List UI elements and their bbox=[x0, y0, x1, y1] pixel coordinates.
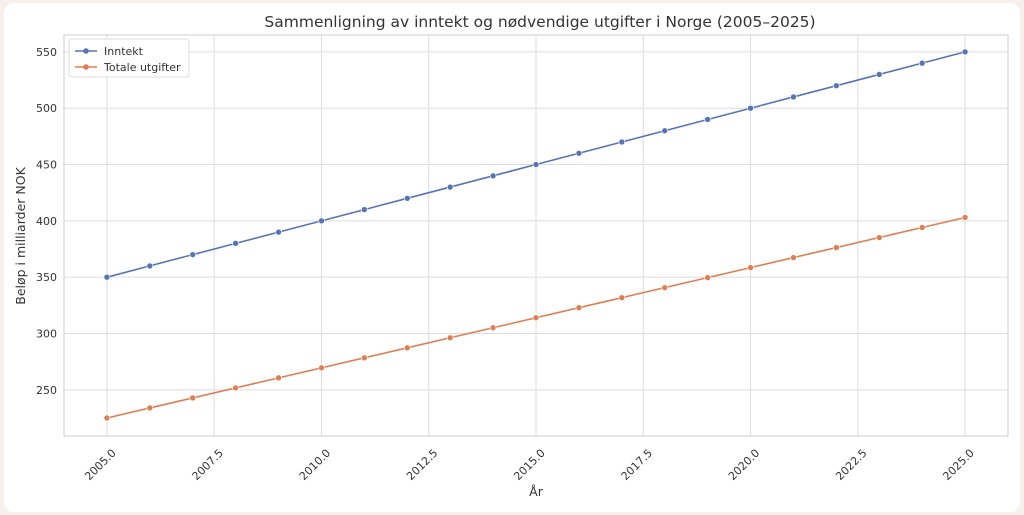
data-point bbox=[618, 138, 626, 146]
data-point bbox=[704, 116, 711, 123]
plot-frame bbox=[63, 34, 1009, 437]
data-point bbox=[361, 206, 368, 213]
legend-marker bbox=[83, 48, 89, 54]
data-point bbox=[918, 59, 926, 67]
y-tick-label: 450 bbox=[36, 159, 57, 172]
data-point bbox=[747, 104, 754, 112]
data-point bbox=[146, 404, 154, 412]
data-point bbox=[103, 414, 111, 422]
data-point bbox=[318, 217, 325, 225]
axis-ticks: 2005.0 2007.5 2010.0 2012.5 2015.0 2017.5 2020… bbox=[36, 46, 977, 483]
legend: Inntekt Totale utgifter bbox=[68, 38, 190, 78]
data-point bbox=[790, 254, 797, 261]
y-tick-label: 250 bbox=[36, 384, 57, 397]
y-axis-label: Beløp i milliarder NOK bbox=[13, 166, 28, 304]
data-point bbox=[189, 394, 197, 402]
chart-title: Sammenligning av inntekt og nødvendige u… bbox=[264, 13, 815, 31]
data-point bbox=[446, 334, 454, 342]
x-tick-label: 2005.0 bbox=[82, 447, 118, 483]
data-point bbox=[146, 262, 154, 270]
data-point bbox=[232, 384, 239, 392]
data-point bbox=[618, 294, 626, 301]
data-point bbox=[446, 183, 454, 191]
y-tick-label: 350 bbox=[36, 271, 57, 284]
x-tick-label: 2020.0 bbox=[726, 447, 762, 483]
data-point bbox=[275, 228, 282, 236]
x-tick-label: 2010.0 bbox=[297, 447, 333, 483]
data-point bbox=[232, 240, 239, 247]
data-point bbox=[275, 374, 282, 382]
grid bbox=[64, 35, 1008, 436]
data-point bbox=[189, 251, 197, 258]
data-point bbox=[403, 344, 411, 352]
data-point bbox=[790, 93, 797, 101]
x-tick-label: 2017.5 bbox=[619, 447, 655, 483]
y-tick-label: 400 bbox=[36, 215, 57, 228]
data-point bbox=[961, 48, 969, 56]
data-point bbox=[961, 214, 969, 221]
data-point bbox=[661, 127, 669, 135]
data-point bbox=[575, 304, 583, 312]
data-point bbox=[532, 314, 540, 322]
y-tick-label: 550 bbox=[36, 46, 57, 59]
data-point bbox=[747, 264, 754, 271]
data-point bbox=[489, 324, 497, 332]
x-axis-label: År bbox=[529, 484, 544, 499]
data-point bbox=[103, 273, 111, 281]
data-point bbox=[875, 71, 883, 78]
data-point bbox=[875, 234, 883, 241]
x-tick-label: 2007.5 bbox=[190, 447, 226, 483]
y-tick-label: 500 bbox=[36, 102, 57, 115]
legend-marker bbox=[83, 64, 89, 70]
series-group bbox=[103, 48, 969, 422]
data-point bbox=[403, 195, 411, 202]
x-tick-label: 2015.0 bbox=[511, 447, 547, 483]
data-point bbox=[704, 274, 711, 281]
data-point bbox=[918, 224, 926, 231]
y-tick-label: 300 bbox=[36, 327, 57, 340]
data-point bbox=[361, 354, 368, 362]
legend-box bbox=[68, 38, 190, 78]
legend-label: Inntekt bbox=[104, 45, 144, 58]
legend-label: Totale utgifter bbox=[103, 61, 181, 74]
data-point bbox=[532, 161, 540, 168]
data-point bbox=[661, 284, 669, 291]
chart-card bbox=[4, 3, 1020, 512]
data-point bbox=[833, 82, 840, 89]
data-point bbox=[318, 364, 325, 372]
data-point bbox=[833, 244, 840, 251]
data-point bbox=[489, 172, 497, 180]
x-tick-label: 2025.0 bbox=[940, 447, 976, 483]
x-tick-label: 2012.5 bbox=[404, 447, 440, 483]
x-tick-label: 2022.5 bbox=[833, 447, 869, 483]
data-point bbox=[575, 149, 583, 157]
